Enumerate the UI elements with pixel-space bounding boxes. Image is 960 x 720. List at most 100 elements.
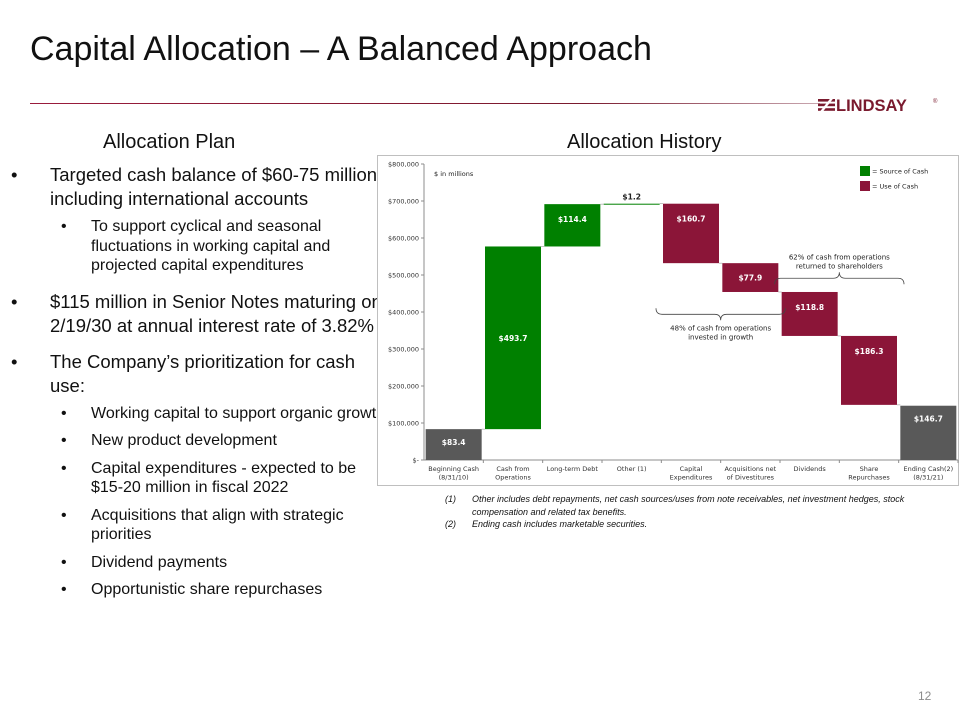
data-label: $160.7 [677,215,706,224]
bullet-dot: • [61,218,67,235]
footnote: (1) Other includes debt repayments, net c… [445,493,925,518]
plan-sub-bullet: • Dividend payments [0,553,390,573]
x-tick-label: Share [860,465,879,473]
bullet-dot: • [11,290,18,312]
lindsay-logo: LINDSAY ® [818,96,940,116]
x-tick-label: Dividends [794,465,827,473]
allocation-plan-list: • Targeted cash balance of $60-75 million… [0,163,390,614]
bar-total [425,429,482,460]
legend-swatch [860,181,870,191]
bullet-dot: • [11,350,18,372]
x-tick-label: (8/31/10) [439,474,469,482]
legend-label: = Use of Cash [872,183,918,191]
bullet-dot: • [11,164,18,185]
allocation-history-chart: $- $100,000 $200,000 $300,000 $400,000 $500,0… [377,155,959,486]
plan-sub-bullet: • Opportunistic share repurchases [0,580,390,600]
bullet-dot: • [61,506,67,524]
plan-sub-bullet: • Working capital to support organic grow… [0,404,390,424]
y-tick-label: $200,000 [388,383,419,391]
x-tick-label: Repurchases [848,474,890,482]
x-tick-label: Long-term Debt [547,465,599,473]
logo-mark-icon [818,97,835,112]
waterfall-chart-svg: $- $100,000 $200,000 $300,000 $400,000 $500,0… [388,161,959,482]
y-tick-label: $800,000 [388,161,419,169]
footnote: (2) Ending cash includes marketable secur… [445,518,925,531]
bullet-dot: • [61,553,67,571]
y-tick-label: $- [413,457,420,465]
plan-sub-bullet-text: Opportunistic share repurchases [91,581,323,598]
bar-use [722,263,779,292]
brace [774,272,905,285]
data-label: $77.9 [738,274,762,283]
x-tick-label: Acquisitions net [724,465,776,473]
plan-bullet-text: Targeted cash balance of $60-75 million,… [50,164,383,209]
logo-registered-mark: ® [933,98,938,105]
y-tick-label: $300,000 [388,346,419,354]
title-rule [30,103,820,104]
x-tick-label: Other (1) [617,465,647,473]
legend-label: = Source of Cash [872,168,928,176]
annotation-shareholders: 62% of cash from operations [789,253,890,261]
footnote-number: (1) [445,494,456,504]
brace [655,308,786,321]
plan-sublist: • To support cyclical and seasonal fluctu… [0,217,390,276]
plan-sub-bullet-text: Working capital to support organic growt… [91,404,386,422]
bar-use [663,203,719,264]
x-tick-label: Cash from [496,465,529,473]
bar-total [900,405,957,460]
allocation-plan-heading: Allocation Plan [103,131,236,153]
units-note: $ in millions [434,170,474,178]
plan-bullet-text: The Company’s prioritization for cash us… [50,350,356,396]
data-label: $114.4 [558,215,587,224]
footnotes: (1) Other includes debt repayments, net c… [445,493,925,531]
plan-bullet: • The Company’s prioritization for cash u… [0,350,390,398]
plan-sub-bullet: • New product development [0,431,390,451]
plan-sub-bullet: • Acquisitions that align with strategic … [0,506,390,545]
page-title: Capital Allocation – A Balanced Approach [30,30,652,68]
footnote-text: Other includes debt repayments, net cash… [472,494,905,517]
annotation-growth: invested in growth [688,333,753,341]
annotation-growth: 48% of cash from operations [670,324,771,332]
plan-sub-bullet: • To support cyclical and seasonal fluctu… [0,217,390,276]
y-tick-label: $400,000 [388,309,419,317]
x-tick-label: Capital [680,465,703,473]
plan-bullet: • $115 million in Senior Notes maturing o… [0,290,390,338]
data-label: $83.4 [442,438,466,447]
bar-source [485,246,541,430]
data-label: $1.2 [622,193,641,202]
x-tick-label: of Divestitures [727,474,775,482]
annotation-shareholders: returned to shareholders [796,262,883,270]
plan-sub-bullet-text: Dividend payments [91,553,228,571]
page-number: 12 [918,689,932,703]
plan-sub-bullet-text: To support cyclical and seasonal fluctua… [91,218,331,274]
bullet-dot: • [61,459,67,477]
bar-source [544,204,601,247]
footnote-number: (2) [445,519,456,529]
data-label: $186.3 [855,347,884,356]
bullet-dot: • [61,432,67,449]
x-tick-label: Operations [495,474,531,482]
x-tick-label: Ending Cash(2) [903,465,953,473]
bar-source [603,203,660,205]
plan-bullet: • Targeted cash balance of $60-75 million… [0,163,390,211]
legend-swatch [860,166,870,176]
allocation-history-heading: Allocation History [567,131,722,153]
y-tick-label: $500,000 [388,272,419,280]
plan-sub-bullet: • Capital expenditures - expected to be $… [0,459,390,498]
plan-bullet-text: $115 million in Senior Notes maturing on… [50,290,382,336]
logo-text: LINDSAY [836,97,907,115]
x-tick-label: (8/31/21) [913,474,943,482]
x-tick-label: Expenditures [670,474,713,482]
y-tick-label: $100,000 [388,420,419,428]
x-tick-label: Beginning Cash [428,465,479,473]
data-label: $118.8 [795,303,824,312]
bullet-dot: • [61,404,67,422]
plan-sub-bullet-text: Acquisitions that align with strategic p… [91,506,344,544]
data-label: $146.7 [914,415,943,424]
footnote-text: Ending cash includes marketable securiti… [472,519,648,529]
bar-use [841,335,897,405]
y-tick-label: $700,000 [388,198,419,206]
bullet-dot: • [61,581,67,598]
plan-sublist: • Working capital to support organic grow… [0,404,390,600]
y-tick-label: $600,000 [388,235,419,243]
